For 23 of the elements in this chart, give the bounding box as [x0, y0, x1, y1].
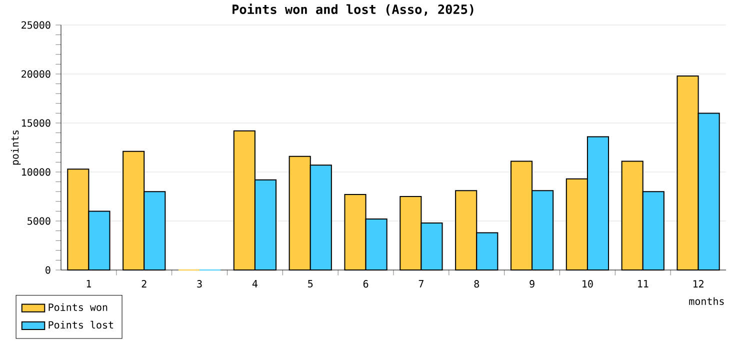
x-tick-label: 9	[530, 280, 534, 288]
x-tick-label: 1	[86, 280, 92, 288]
y-tick-label: 20000	[22, 70, 50, 78]
x-tick-label: 8	[474, 280, 479, 288]
x-axis-title: months	[689, 297, 724, 305]
y-tick-label: 25000	[22, 21, 50, 29]
legend-label: Points lost	[48, 320, 114, 329]
x-tick-label: 4	[252, 280, 258, 288]
x-tick-label: 2	[142, 280, 146, 288]
x-tick-label: 10	[582, 280, 593, 288]
x-tick-label: 6	[363, 280, 368, 288]
y-tick-label: 10000	[22, 168, 50, 176]
x-tick-label: 3	[197, 280, 202, 288]
legend-label: Points won	[48, 303, 108, 311]
chart-title: Points won and lost (Asso, 2025)	[232, 4, 474, 16]
y-axis-title: points	[10, 130, 21, 165]
x-tick-label: 11	[638, 280, 648, 288]
y-tick-label: 0	[46, 266, 50, 274]
x-tick-label: 5	[308, 280, 313, 288]
y-tick-label: 5000	[28, 217, 50, 225]
y-tick-label: 15000	[22, 119, 50, 127]
x-tick-label: 7	[418, 280, 424, 288]
x-tick-label: 12	[693, 280, 704, 288]
